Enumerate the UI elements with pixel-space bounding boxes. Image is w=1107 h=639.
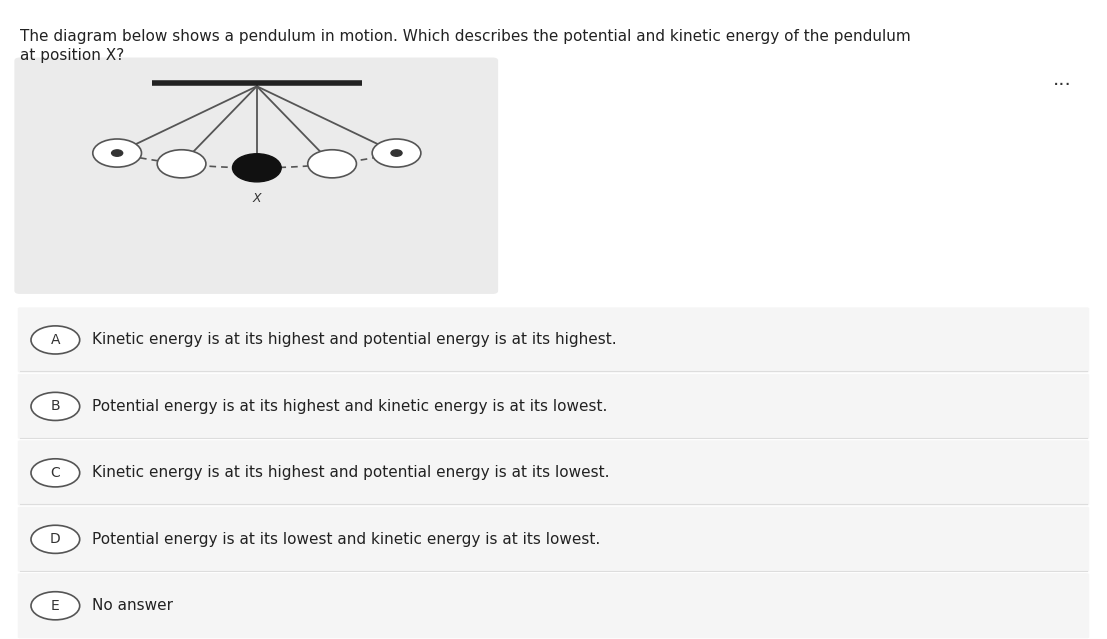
Text: X: X [252, 192, 261, 205]
Text: Potential energy is at its lowest and kinetic energy is at its lowest.: Potential energy is at its lowest and ki… [92, 532, 600, 547]
Circle shape [372, 139, 421, 167]
FancyBboxPatch shape [14, 58, 498, 294]
Circle shape [31, 392, 80, 420]
Circle shape [31, 326, 80, 354]
Text: A: A [51, 333, 60, 347]
Circle shape [391, 150, 402, 157]
Circle shape [31, 459, 80, 487]
Text: C: C [51, 466, 60, 480]
FancyBboxPatch shape [18, 374, 1089, 439]
FancyBboxPatch shape [18, 573, 1089, 638]
Text: B: B [51, 399, 60, 413]
Circle shape [31, 525, 80, 553]
FancyBboxPatch shape [18, 307, 1089, 373]
Text: D: D [50, 532, 61, 546]
Text: Kinetic energy is at its highest and potential energy is at its highest.: Kinetic energy is at its highest and pot… [92, 332, 617, 348]
Circle shape [232, 154, 281, 182]
Text: ...: ... [1054, 70, 1072, 89]
Circle shape [308, 150, 356, 178]
Circle shape [112, 150, 123, 157]
Text: at position X?: at position X? [20, 48, 124, 63]
FancyBboxPatch shape [18, 440, 1089, 505]
Text: The diagram below shows a pendulum in motion. Which describes the potential and : The diagram below shows a pendulum in mo… [20, 29, 911, 43]
Text: Potential energy is at its highest and kinetic energy is at its lowest.: Potential energy is at its highest and k… [92, 399, 608, 414]
Circle shape [31, 592, 80, 620]
Text: Kinetic energy is at its highest and potential energy is at its lowest.: Kinetic energy is at its highest and pot… [92, 465, 609, 481]
Circle shape [157, 150, 206, 178]
FancyBboxPatch shape [18, 507, 1089, 572]
Text: No answer: No answer [92, 598, 173, 613]
Text: E: E [51, 599, 60, 613]
Circle shape [93, 139, 142, 167]
